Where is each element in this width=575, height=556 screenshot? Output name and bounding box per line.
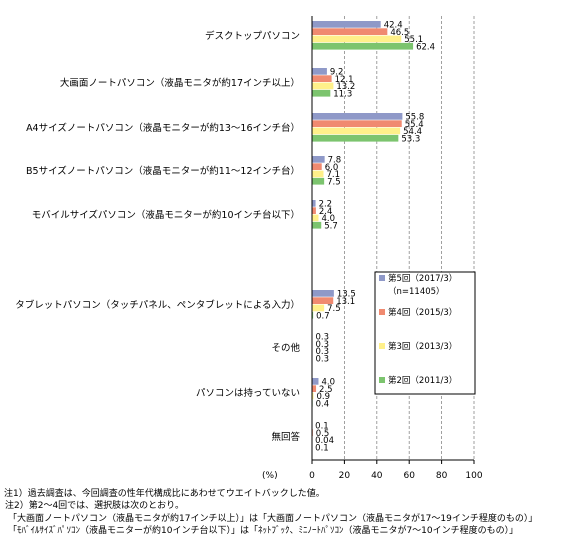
data-label: 7.8 — [328, 156, 342, 166]
data-label: 11.3 — [333, 89, 352, 99]
legend-swatch — [379, 275, 385, 281]
data-label: 7.1 — [327, 170, 341, 180]
data-label: 6.0 — [325, 163, 339, 173]
data-label: 0.5 — [316, 429, 330, 439]
data-label: 12.1 — [335, 75, 354, 85]
bar — [312, 120, 402, 127]
bar — [312, 127, 401, 135]
bar — [312, 82, 334, 90]
legend-box — [374, 271, 476, 395]
bar — [312, 214, 319, 222]
data-label: 62.4 — [416, 42, 435, 52]
x-tick-label: 80 — [436, 471, 448, 481]
bar — [312, 163, 322, 170]
data-label: 7.5 — [327, 304, 341, 314]
data-label: 0.7 — [316, 311, 330, 321]
x-tick-label: 100 — [465, 471, 482, 481]
data-label: 0.3 — [315, 340, 329, 350]
bar — [312, 207, 316, 214]
bar — [312, 75, 332, 82]
data-label: 13.5 — [337, 290, 356, 300]
data-label: 13.1 — [336, 297, 355, 307]
x-tick-label: 60 — [403, 471, 415, 481]
bar — [312, 28, 388, 35]
data-label: 0.3 — [315, 333, 329, 343]
bar — [312, 385, 317, 392]
data-label: 5.7 — [324, 221, 338, 231]
legend-swatch — [379, 377, 385, 383]
legend-entry: 第2回（2011/3） — [388, 375, 457, 386]
bar — [312, 68, 327, 75]
legend-entry: 第5回（2017/3） — [388, 273, 457, 284]
legend-swatch — [379, 309, 385, 315]
data-label: 4.0 — [321, 378, 335, 388]
data-label: 7.5 — [327, 177, 341, 187]
footnotes: 注1）過去調査は、今回調査の性年代構成比にあわせてウエイトバックした値。 注2）… — [4, 488, 572, 538]
bar — [312, 290, 334, 297]
legend-entry-sub: （n=11405） — [388, 286, 445, 297]
value-labels: 42.446.555.162.49.212.113.211.355.855.45… — [315, 21, 435, 454]
bar — [312, 35, 402, 43]
category-label: タブレットパソコン（タッチパネル、ペンタブレットによる入力） — [15, 299, 300, 311]
data-label: 2.5 — [319, 385, 333, 395]
bar — [312, 134, 399, 142]
footnote-4: 「ﾓﾊﾞｲﾙｻｲｽﾞﾊﾟｿｺﾝ（液晶モニターが約10インチ台以下）」は「ﾈｯﾄﾌ… — [8, 526, 519, 537]
unit-label: (%) — [262, 471, 278, 481]
data-label: 55.8 — [405, 113, 424, 123]
bar — [312, 297, 334, 304]
bar — [312, 42, 414, 50]
data-label: 2.2 — [319, 200, 333, 210]
data-label: 54.4 — [403, 127, 422, 137]
bar — [312, 304, 325, 312]
category-label: A4サイズノートパソコン（液晶モニターが約13〜16インチ台） — [26, 122, 300, 134]
x-tick-label: 0 — [309, 471, 315, 481]
bar — [312, 113, 403, 120]
data-label: 0.3 — [315, 347, 329, 357]
bar — [312, 21, 381, 28]
category-label: デスクトップパソコン — [205, 30, 300, 42]
data-label: 0.1 — [315, 422, 329, 432]
data-label: 42.4 — [384, 21, 403, 31]
data-label: 55.1 — [404, 35, 423, 45]
category-label: B5サイズノートパソコン（液晶モニターが約11〜12インチ台） — [26, 165, 300, 177]
data-label: 0.9 — [316, 392, 330, 402]
bar — [312, 311, 314, 319]
category-label: パソコンは持っていない — [196, 387, 300, 399]
footnote-3: 「大画面ノートパソコン（液晶モニタが約17インチ以上）」は「大画面ノートパソコン… — [8, 513, 538, 524]
bar — [312, 378, 319, 385]
category-label: 大画面ノートパソコン（液晶モニタが約17インチ以上） — [60, 77, 300, 89]
data-label: 9.2 — [330, 68, 344, 78]
bar — [312, 392, 314, 400]
data-label: 0.1 — [315, 443, 329, 453]
data-label: 0.3 — [315, 354, 329, 364]
x-tick-label: 40 — [371, 471, 383, 481]
footnote-2: 注2）第2〜4回では、選択肢は次のとおり。 — [5, 501, 184, 512]
data-label: 0.04 — [315, 436, 334, 446]
x-tick-label: 20 — [339, 471, 351, 481]
bar — [312, 89, 331, 97]
category-label: 無回答 — [271, 431, 300, 443]
legend-entry: 第4回（2015/3） — [388, 307, 457, 318]
category-label: モバイルサイズパソコン（液晶モニターが約10インチ台以下） — [32, 209, 300, 221]
legend-entry: 第3回（2013/3） — [388, 341, 457, 352]
bar — [312, 177, 325, 185]
bar — [312, 200, 316, 207]
x-axis: 0 20 40 60 80 100 (%) — [262, 16, 483, 481]
data-label: 0.4 — [316, 399, 330, 409]
data-label: 4.0 — [321, 214, 335, 224]
bar-chart: 42.446.555.162.49.212.113.211.355.855.45… — [15, 16, 483, 481]
category-label: その他 — [271, 342, 300, 354]
legend-swatch — [379, 343, 385, 349]
data-label: 53.3 — [401, 134, 420, 144]
bar — [312, 221, 322, 229]
bar — [312, 156, 325, 163]
data-label: 2.4 — [319, 207, 333, 217]
data-label: 46.5 — [390, 28, 409, 38]
bar — [312, 170, 324, 178]
data-label: 55.4 — [405, 120, 424, 130]
legend: 第5回（2017/3） （n=11405） 第4回（2015/3） 第3回（2013/… — [374, 271, 476, 395]
data-label: 13.2 — [336, 82, 355, 92]
footnote-1: 注1）過去調査は、今回調査の性年代構成比にあわせてウエイトバックした値。 — [4, 489, 325, 499]
